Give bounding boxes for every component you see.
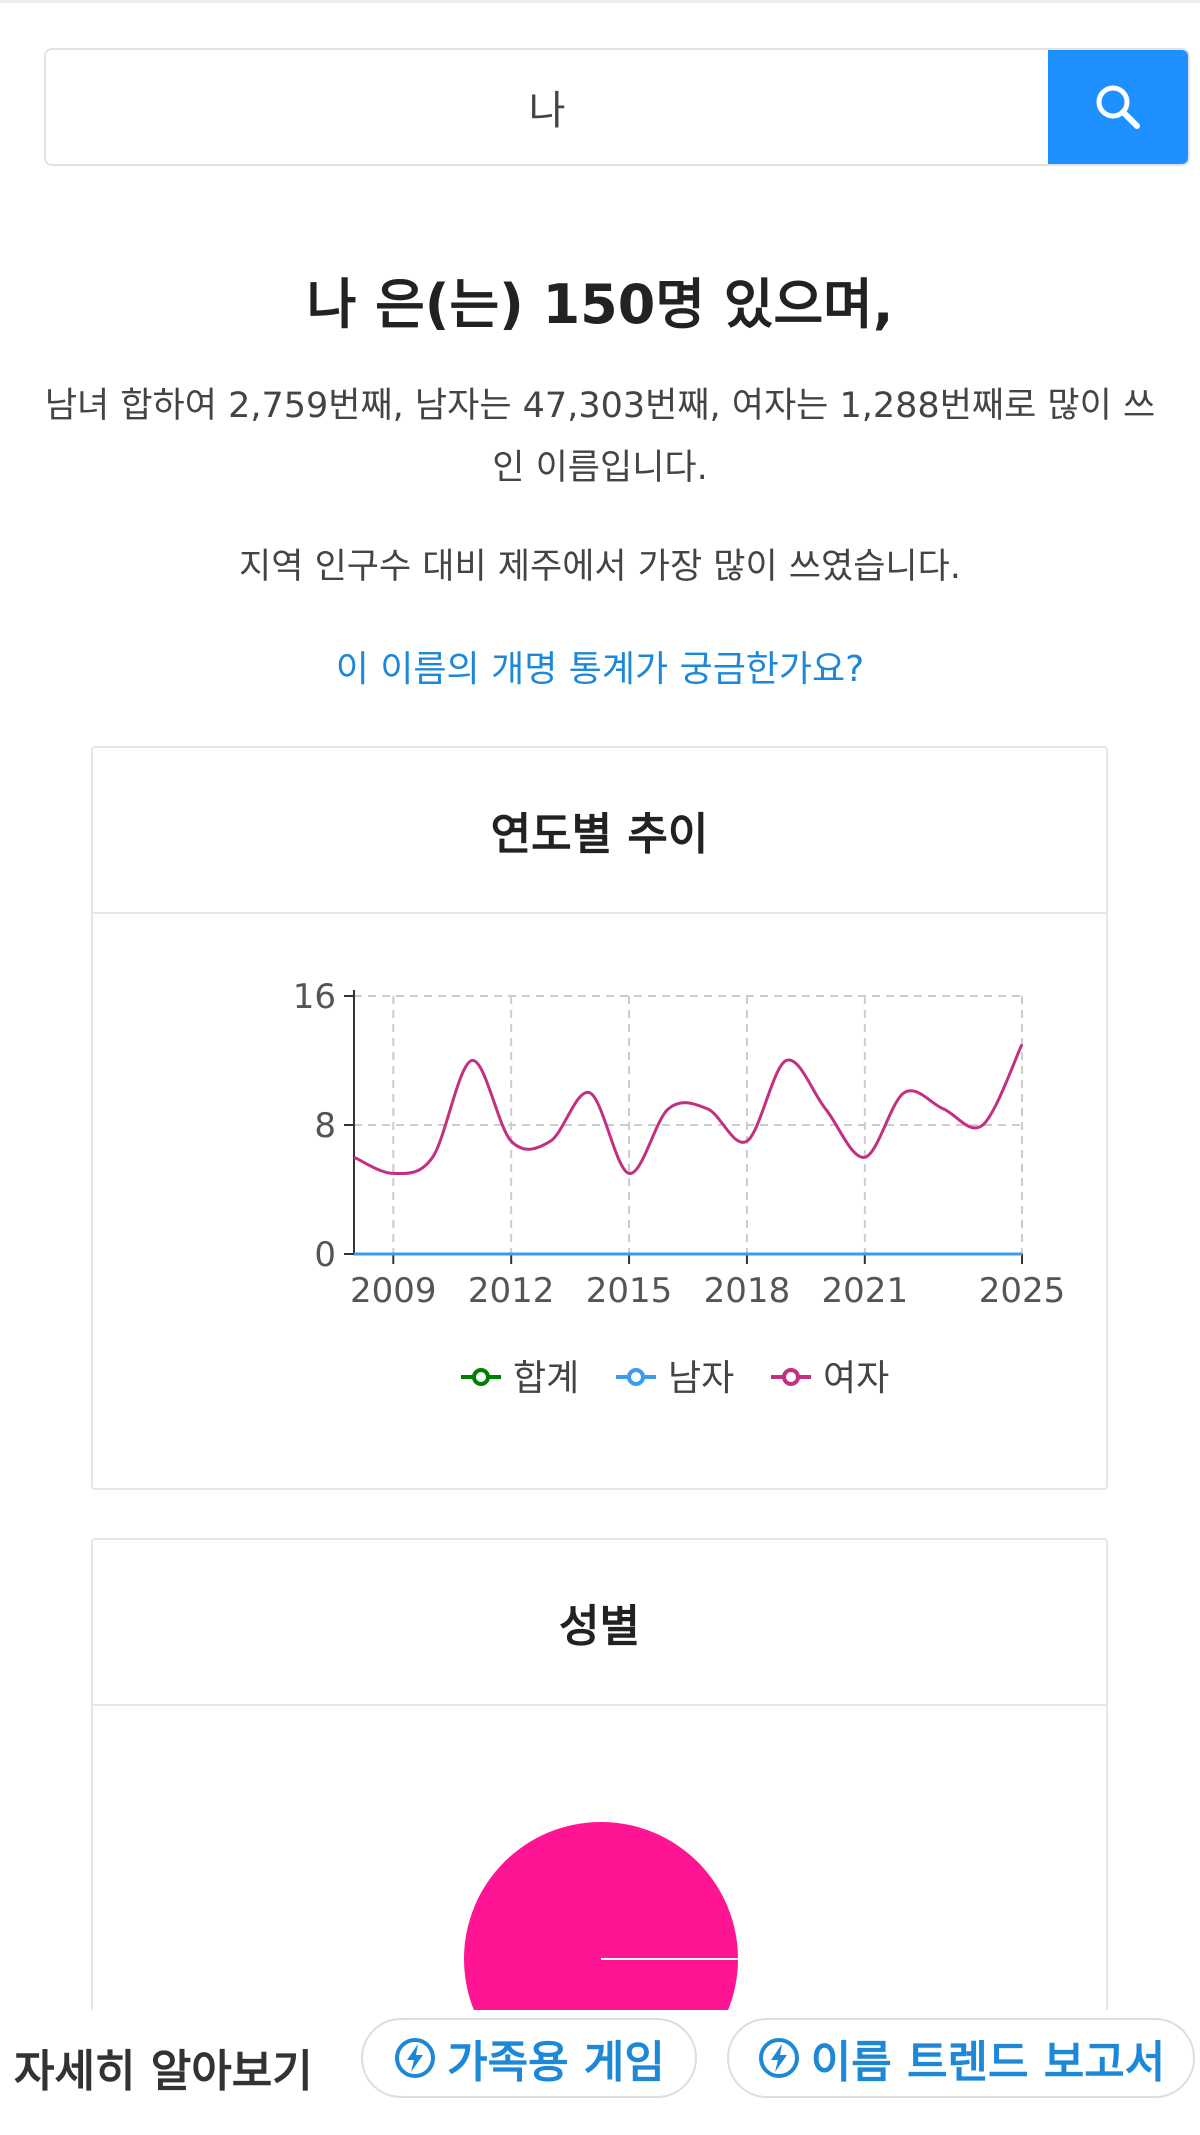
x-tick-label: 2025 [979, 1271, 1066, 1311]
name-trend-report-button[interactable]: 이름 트렌드 보고서 [727, 2018, 1195, 2098]
legend-marker [782, 1368, 800, 1386]
yearly-trend-chart: 0 8 16 2009 2012 2015 2018 2021 2025 합계 남자 여자 [293, 977, 1066, 1399]
search-button[interactable] [1048, 50, 1188, 164]
lightning-icon [395, 2038, 436, 2078]
result-summary: 남녀 합하여 2,759번째, 남자는 47,303번째, 여자는 1,288번… [44, 386, 1156, 488]
x-tick-label: 2018 [704, 1271, 791, 1311]
family-game-button[interactable]: 가족용 게임 [361, 2018, 697, 2098]
yearly-trend-title: 연도별 추이 [93, 748, 1106, 914]
family-game-label: 가족용 게임 [447, 2037, 665, 2088]
yearly-trend-card: 연도별 추이 0 8 16 2009 2012 2015 2018 2021 2025 합계 남자 여… [91, 746, 1108, 1490]
lightning-icon [758, 2038, 799, 2078]
legend-marker [472, 1368, 490, 1386]
rename-stats-link[interactable]: 이 이름의 개명 통계가 궁금한가요? [335, 649, 865, 690]
name-trend-report-label: 이름 트렌드 보고서 [810, 2037, 1166, 2088]
search-bar [44, 48, 1190, 166]
y-tick-label: 16 [293, 977, 336, 1017]
result-headline: 나 은(는) 150명 있으며, [306, 273, 894, 336]
legend-label: 남자 [668, 1358, 734, 1399]
x-tick-label: 2012 [468, 1271, 555, 1311]
series-line-female [353, 1043, 1024, 1176]
search-input[interactable] [46, 50, 1048, 164]
x-tick-label: 2009 [350, 1271, 437, 1311]
gender-title: 성별 [93, 1540, 1106, 1706]
x-tick-label: 2021 [822, 1271, 909, 1311]
x-tick-label: 2015 [586, 1271, 673, 1311]
learn-more-label: 자세히 알아보기 [14, 2046, 313, 2097]
legend-label: 합계 [513, 1358, 579, 1399]
legend-label: 여자 [823, 1358, 889, 1399]
search-icon [1096, 85, 1140, 129]
y-tick-label: 8 [314, 1106, 336, 1146]
region-summary: 지역 인구수 대비 제주에서 가장 많이 쓰였습니다. [239, 547, 961, 587]
top-divider [0, 0, 1200, 3]
y-tick-label: 0 [314, 1235, 336, 1275]
legend-marker [627, 1368, 645, 1386]
